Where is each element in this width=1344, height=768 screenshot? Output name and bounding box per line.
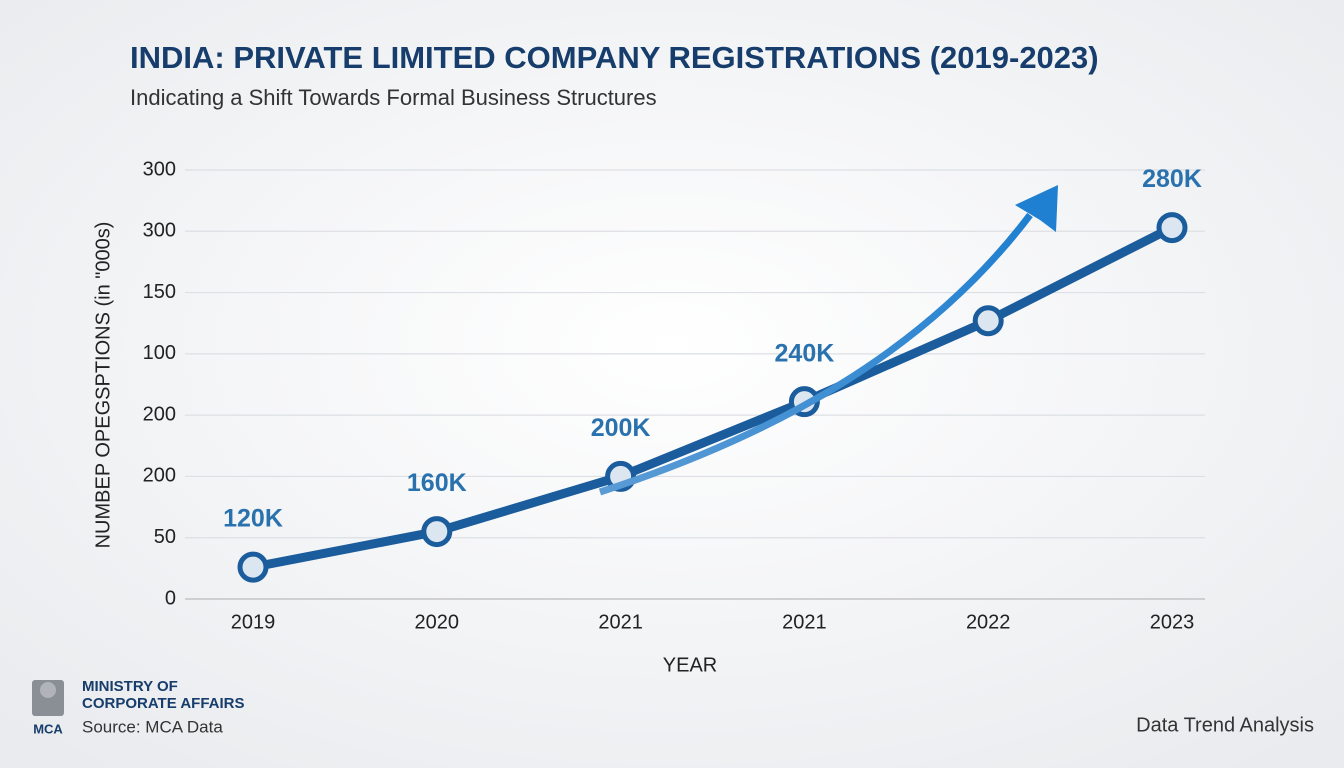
y-tick-label: 300 [143, 220, 176, 242]
plot-area: 0 50 200 200 100 150 300 300 2019 2020 2021 2021 202… [143, 158, 1205, 633]
x-tick-label: 2020 [415, 611, 460, 633]
y-tick-label: 200 [143, 403, 176, 425]
x-tick-label: 2021 [782, 611, 827, 633]
x-tick-label: 2019 [231, 611, 276, 633]
chart-title: INDIA: PRIVATE LIMITED COMPANY REGISTRAT… [130, 40, 1099, 75]
x-tick-label: 2022 [966, 611, 1011, 633]
data-point [421, 516, 453, 548]
data-annotation: 120K [223, 505, 283, 533]
trend-arrow [598, 212, 1033, 496]
data-annotation: 200K [591, 414, 651, 442]
data-point [972, 305, 1004, 337]
trend-arrowhead [1015, 185, 1058, 232]
data-point [237, 551, 269, 583]
y-tick-label: 0 [165, 587, 176, 609]
y-tick-label: 50 [154, 526, 176, 548]
data-line [248, 223, 1177, 572]
y-axis-label: NUMBEP OPEGSPTIONS (in "000s) [92, 222, 114, 549]
y-tick-label: 200 [143, 465, 176, 487]
x-axis-label: YEAR [663, 654, 717, 676]
org-name: CORPORATE AFFAIRS [82, 695, 245, 712]
emblem-text: MCA [33, 721, 63, 736]
data-annotation: 160K [407, 469, 467, 497]
y-tick-label: 100 [143, 342, 176, 364]
x-tick-label: 2023 [1150, 611, 1195, 633]
y-tick-label: 300 [143, 158, 176, 180]
data-annotation: 280K [1142, 165, 1202, 193]
org-name: MINISTRY OF [82, 678, 178, 695]
chart-subtitle: Indicating a Shift Towards Formal Busine… [130, 85, 657, 110]
emblem [32, 680, 64, 716]
data-point [1156, 212, 1188, 244]
x-tick-label: 2021 [598, 611, 643, 633]
footer-note: Data Trend Analysis [1136, 714, 1314, 736]
data-annotation: 240K [775, 339, 835, 367]
y-tick-label: 150 [143, 281, 176, 303]
source: Source: MCA Data [82, 717, 223, 736]
